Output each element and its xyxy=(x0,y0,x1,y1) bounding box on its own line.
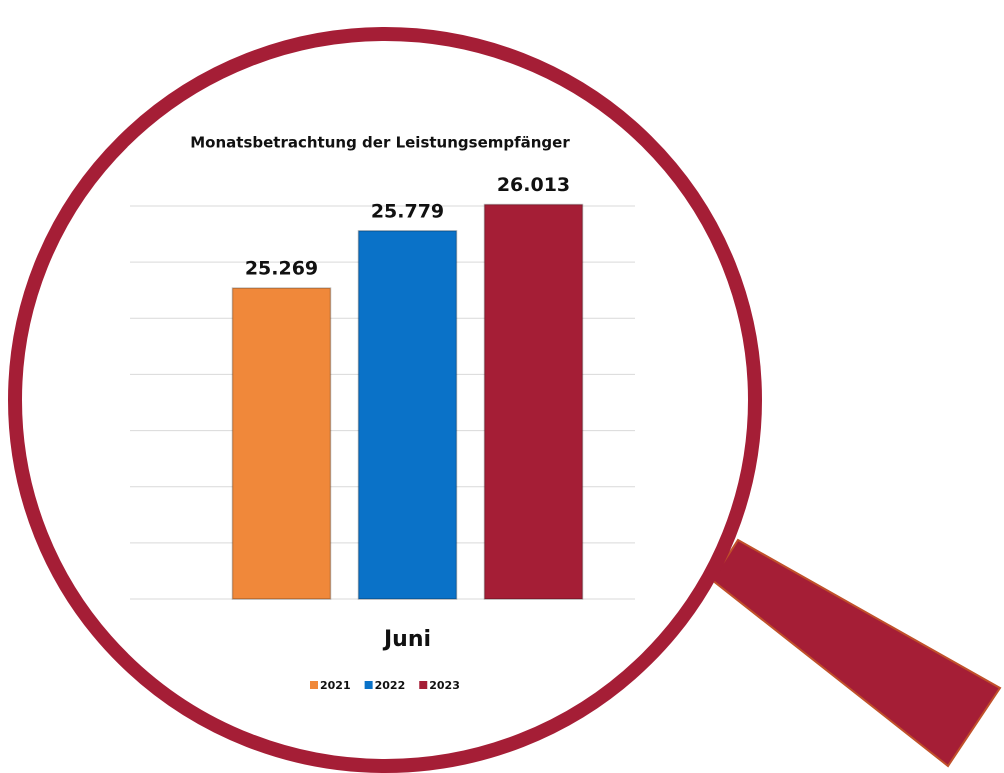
legend-swatch xyxy=(310,681,318,689)
chart-title: Monatsbetrachtung der Leistungsempfänger xyxy=(190,134,570,152)
bar xyxy=(485,205,583,599)
legend-swatch xyxy=(419,681,427,689)
value-label: 25.779 xyxy=(371,200,444,222)
legend-label: 2021 xyxy=(320,679,351,692)
magnifier-handle xyxy=(712,540,1000,766)
bar xyxy=(233,288,331,599)
bar xyxy=(359,231,457,599)
legend-label: 2023 xyxy=(429,679,460,692)
legend-label: 2022 xyxy=(375,679,406,692)
value-label: 25.269 xyxy=(245,258,318,280)
x-axis-category: Juni xyxy=(382,627,431,652)
chart: Monatsbetrachtung der Leistungsempfänger… xyxy=(0,0,1004,773)
value-label: 26.013 xyxy=(497,174,570,196)
legend-swatch xyxy=(365,681,373,689)
